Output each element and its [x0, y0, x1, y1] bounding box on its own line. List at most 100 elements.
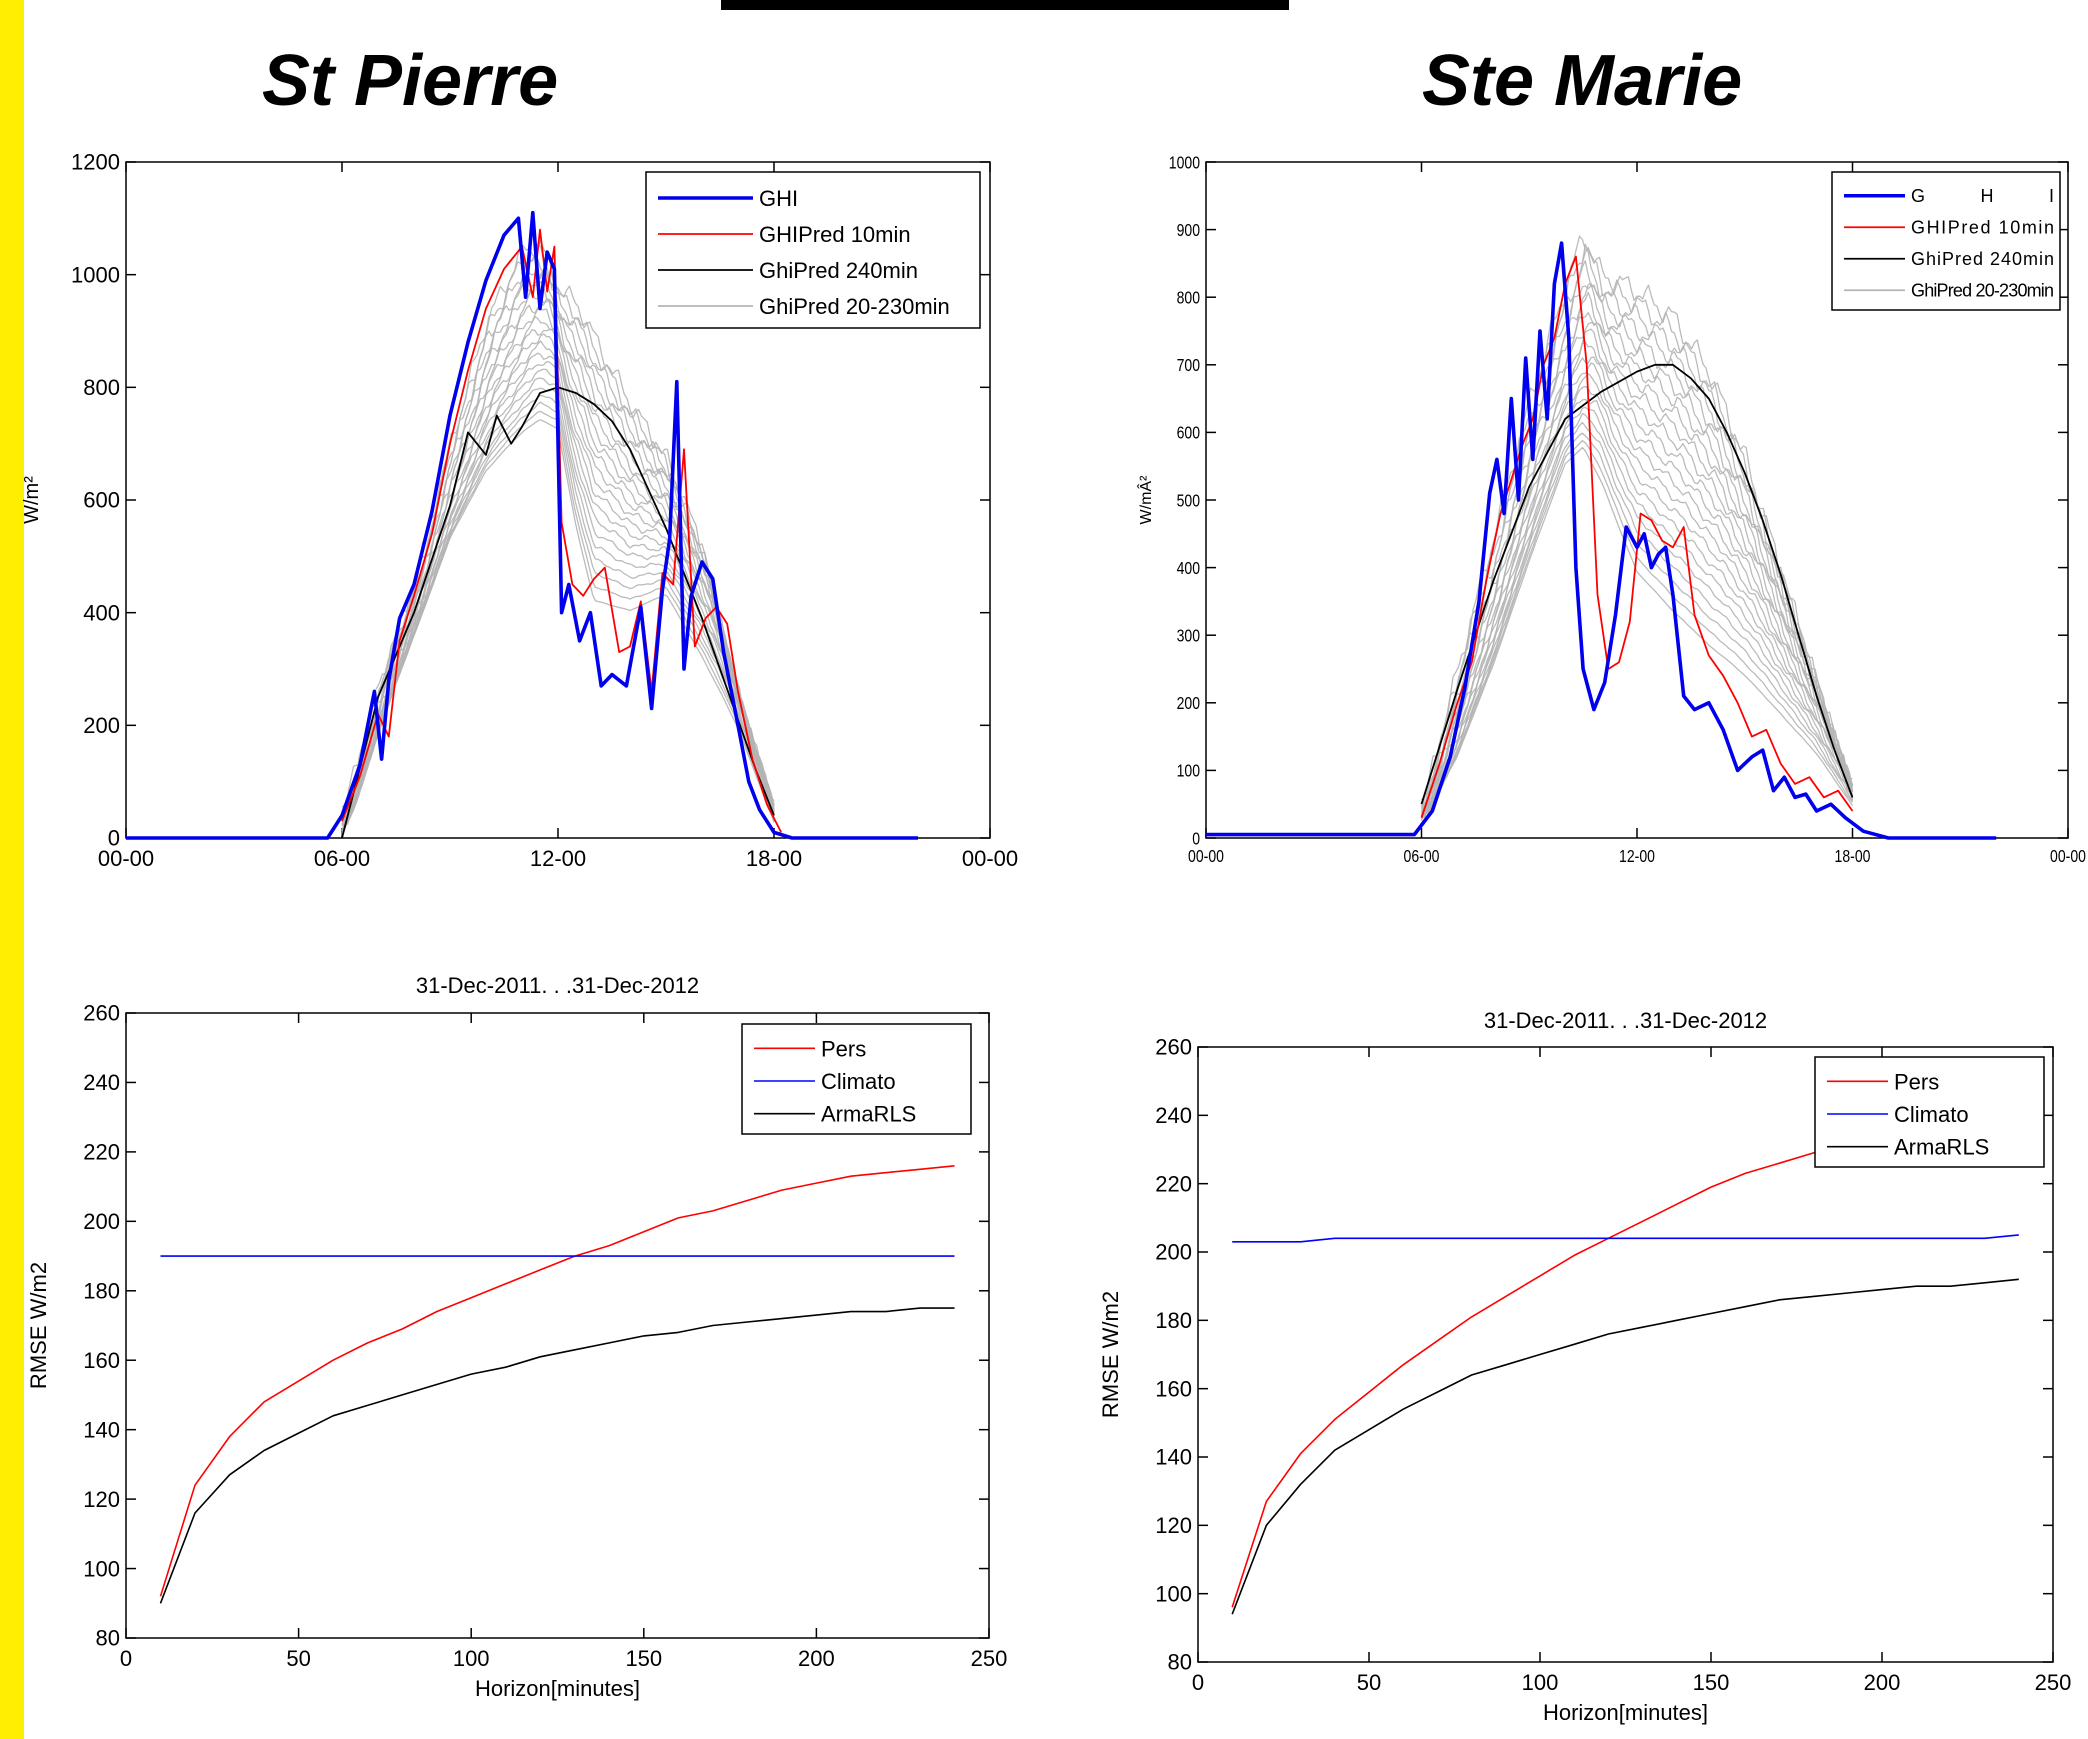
legend-box: [1814, 1056, 2045, 1168]
series-armarls-line: [159, 1307, 955, 1604]
series-ghipred-20-230-line: [1420, 243, 1854, 816]
x-tick-label: 150: [1693, 1670, 1730, 1695]
x-tick-label: 50: [286, 1646, 310, 1671]
y-axis-label: RMSE W/m2: [1098, 1291, 1123, 1418]
y-tick-label: 700: [1177, 355, 1200, 375]
x-tick-label: 06-00: [314, 846, 370, 871]
y-tick-label: 260: [1155, 1035, 1192, 1060]
y-tick-label: 80: [96, 1626, 120, 1651]
series-armarls-line: [1231, 1278, 2019, 1615]
y-tick-label: 160: [1155, 1376, 1192, 1401]
y-tick-label: 180: [83, 1278, 120, 1303]
series-ghipred-20-230-line: [1420, 421, 1854, 819]
x-tick-label: 200: [798, 1646, 835, 1671]
x-tick-label: 100: [453, 1646, 490, 1671]
y-tick-label: 800: [83, 375, 120, 400]
y-tick-label: 100: [1155, 1581, 1192, 1606]
series-ghipred-10-line: [1420, 255, 1854, 818]
x-tick-label: 200: [1864, 1670, 1901, 1695]
series-pers-line: [159, 1165, 955, 1597]
x-tick-label: 18-00: [1835, 846, 1871, 866]
series-ghipred-10-line: [341, 228, 783, 833]
x-tick-label: 06-00: [1404, 846, 1440, 866]
y-tick-label: 200: [1177, 693, 1200, 713]
y-tick-label: 140: [83, 1417, 120, 1442]
legend-label: Pers: [1894, 1069, 1939, 1094]
y-axis-label: RMSE W/m2: [26, 1262, 51, 1389]
x-tick-label: 00-00: [2050, 846, 2086, 866]
y-tick-label: 240: [1155, 1103, 1192, 1128]
legend-label: GHIPred 10min: [1911, 218, 2054, 238]
x-tick-label: 150: [625, 1646, 662, 1671]
y-tick-label: 400: [83, 600, 120, 625]
x-tick-label: 100: [1522, 1670, 1559, 1695]
chart-title: 31-Dec-2011. . .31-Dec-2012: [1484, 1008, 1767, 1033]
series-ghipred-20-230-line: [341, 315, 775, 823]
y-tick-label: 160: [83, 1348, 120, 1373]
y-tick-label: 900: [1177, 220, 1200, 240]
left-accent-bar: [0, 0, 24, 1739]
y-tick-label: 80: [1168, 1650, 1192, 1675]
x-tick-label: 00-00: [98, 846, 154, 871]
x-tick-label: 250: [971, 1646, 1008, 1671]
top-black-bar: [721, 0, 1289, 10]
y-axis-label: W/m²: [21, 476, 43, 524]
y-tick-label: 0: [1192, 829, 1200, 849]
series-ghipred-20-230-line: [1420, 362, 1853, 813]
y-tick-label: 100: [1177, 761, 1200, 781]
legend-label: GhiPred 240min: [759, 258, 918, 283]
x-tick-label: 250: [2035, 1670, 2072, 1695]
y-tick-label: 220: [83, 1140, 120, 1165]
legend-label: ArmaRLS: [821, 1102, 916, 1127]
y-tick-label: 500: [1177, 491, 1200, 511]
x-tick-label: 0: [1192, 1670, 1204, 1695]
series-ghipred-20-230-line: [341, 308, 775, 821]
y-tick-label: 240: [83, 1070, 120, 1095]
series-ghipred-20-230-line: [1421, 372, 1853, 815]
series-ghipred-20-230-line: [1420, 328, 1854, 813]
legend-label: Pers: [821, 1036, 866, 1061]
y-tick-label: 300: [1177, 626, 1200, 646]
series-ghipred-240-line: [341, 386, 775, 839]
legend-box: [741, 1023, 972, 1135]
series-ghi-line: [126, 210, 918, 840]
y-tick-label: 100: [83, 1556, 120, 1581]
site-title-ste-marie: Ste Marie: [1422, 41, 1743, 121]
legend-label: Climato: [1894, 1102, 1969, 1127]
y-tick-label: 0: [108, 826, 120, 851]
y-tick-label: 200: [83, 713, 120, 738]
y-tick-label: 1200: [71, 150, 120, 175]
x-tick-label: 12-00: [530, 846, 586, 871]
y-tick-label: 200: [1155, 1240, 1192, 1265]
x-axis-label: Horizon[minutes]: [475, 1676, 640, 1701]
legend-label: GhiPred 20-230min: [759, 294, 950, 319]
x-tick-label: 50: [1357, 1670, 1381, 1695]
x-tick-label: 18-00: [746, 846, 802, 871]
y-axis-label: W/mÂ²: [1136, 475, 1155, 525]
legend-label: ArmaRLS: [1894, 1135, 1989, 1160]
legend-label: Climato: [821, 1069, 896, 1094]
y-tick-label: 1000: [1169, 153, 1200, 173]
legend-label: GhiPred 240min: [1911, 249, 2054, 269]
y-tick-label: 400: [1177, 558, 1200, 578]
legend-label: GHI: [759, 186, 798, 211]
y-tick-label: 600: [1177, 423, 1200, 443]
y-tick-label: 200: [83, 1209, 120, 1234]
y-tick-label: 120: [83, 1487, 120, 1512]
series-ghipred-240-line: [1420, 363, 1854, 805]
site-title-st-pierre: St Pierre: [262, 41, 559, 121]
series-ghipred-20-230-line: [1421, 341, 1854, 820]
series-ghipred-20-230-line: [1421, 406, 1854, 815]
legend-label: GhiPred 20-230min: [1911, 281, 2054, 301]
x-tick-label: 0: [120, 1646, 132, 1671]
y-tick-label: 180: [1155, 1308, 1192, 1333]
series-climato-line: [1232, 1234, 2019, 1243]
y-tick-label: 120: [1155, 1513, 1192, 1538]
x-tick-label: 12-00: [1619, 846, 1655, 866]
chart-title: 31-Dec-2011. . .31-Dec-2012: [416, 973, 699, 998]
series-ghi-line: [1206, 241, 1997, 840]
